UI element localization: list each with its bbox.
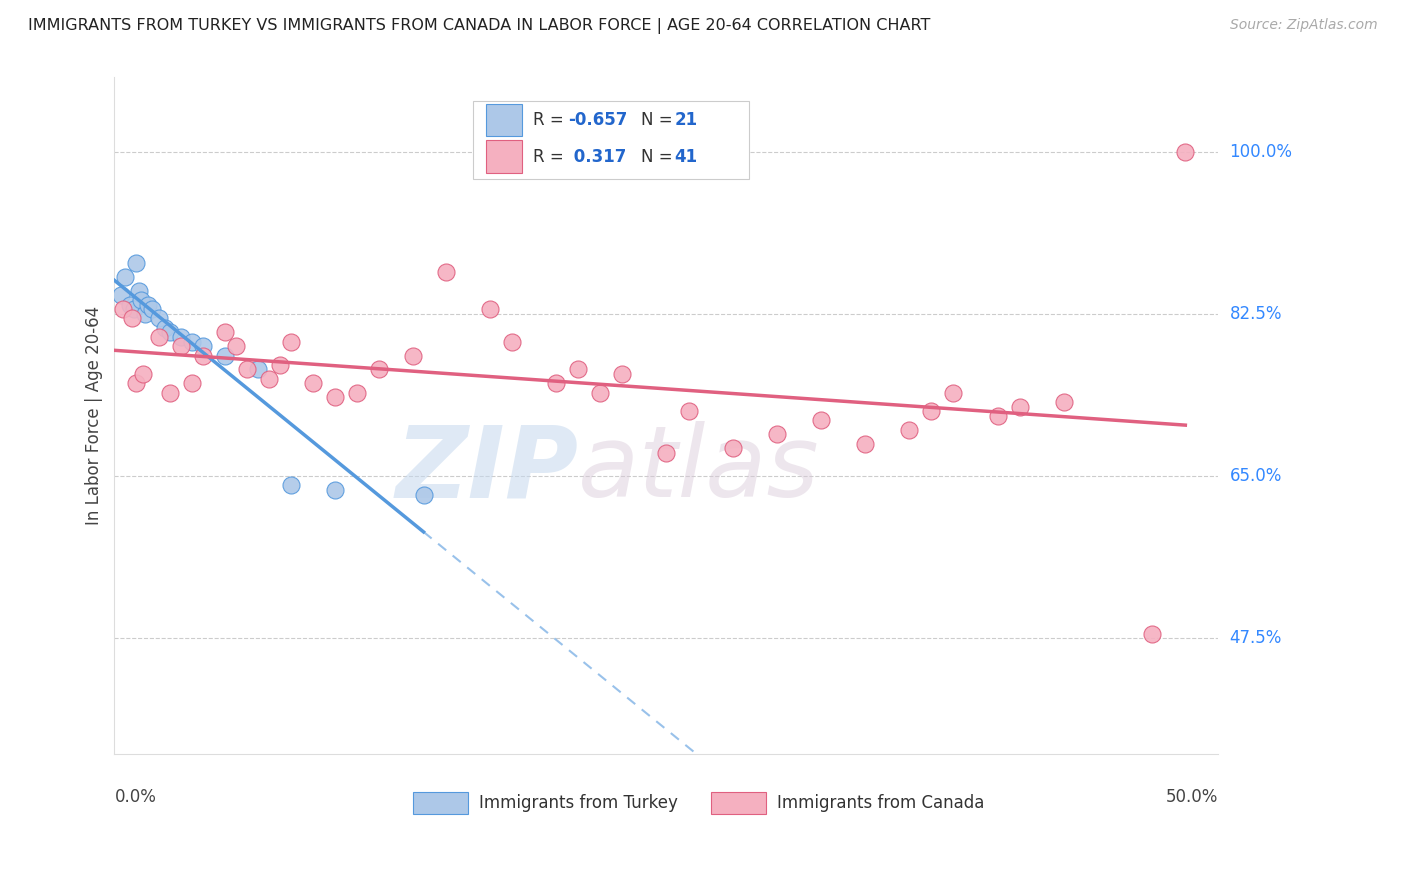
Point bbox=[153, 320, 176, 334]
Text: atlas: atlas bbox=[578, 421, 820, 518]
Point bbox=[128, 284, 150, 298]
Text: 0.317: 0.317 bbox=[568, 147, 627, 166]
Point bbox=[346, 385, 368, 400]
Text: 100.0%: 100.0% bbox=[1230, 143, 1292, 161]
Point bbox=[1174, 145, 1197, 159]
Point bbox=[191, 339, 214, 353]
Text: 21: 21 bbox=[673, 112, 697, 129]
Point bbox=[214, 326, 236, 340]
Point bbox=[148, 330, 170, 344]
Text: IMMIGRANTS FROM TURKEY VS IMMIGRANTS FROM CANADA IN LABOR FORCE | AGE 20-64 CORR: IMMIGRANTS FROM TURKEY VS IMMIGRANTS FRO… bbox=[28, 18, 931, 34]
Text: 47.5%: 47.5% bbox=[1230, 629, 1282, 648]
Text: Source: ZipAtlas.com: Source: ZipAtlas.com bbox=[1230, 18, 1378, 32]
Point bbox=[257, 372, 280, 386]
Bar bbox=[710, 792, 766, 814]
Point bbox=[129, 293, 152, 307]
Point bbox=[678, 404, 700, 418]
Point bbox=[810, 413, 832, 427]
Point bbox=[191, 349, 214, 363]
Point bbox=[110, 288, 132, 302]
Point bbox=[112, 302, 135, 317]
Text: 50.0%: 50.0% bbox=[1166, 788, 1219, 806]
Text: N =: N = bbox=[641, 147, 678, 166]
Point bbox=[141, 302, 163, 317]
Point bbox=[434, 265, 457, 279]
Text: 65.0%: 65.0% bbox=[1230, 467, 1282, 485]
Point bbox=[114, 269, 136, 284]
Point bbox=[501, 334, 523, 349]
Point bbox=[544, 376, 567, 391]
Point bbox=[302, 376, 325, 391]
Point bbox=[121, 311, 143, 326]
Text: N =: N = bbox=[641, 112, 678, 129]
Point bbox=[920, 404, 942, 418]
Bar bbox=[486, 103, 522, 136]
Point bbox=[180, 334, 202, 349]
Point bbox=[134, 307, 156, 321]
Point bbox=[136, 297, 159, 311]
Text: -0.657: -0.657 bbox=[568, 112, 627, 129]
Point bbox=[853, 436, 876, 450]
Point bbox=[180, 376, 202, 391]
Point bbox=[1142, 626, 1164, 640]
Point bbox=[942, 385, 965, 400]
Point bbox=[236, 362, 259, 376]
Text: Immigrants from Turkey: Immigrants from Turkey bbox=[479, 794, 678, 812]
Text: 41: 41 bbox=[673, 147, 697, 166]
Text: 82.5%: 82.5% bbox=[1230, 305, 1282, 323]
Point bbox=[766, 427, 789, 442]
Point bbox=[125, 256, 148, 270]
Bar bbox=[412, 792, 468, 814]
Point bbox=[401, 349, 423, 363]
Point bbox=[280, 478, 302, 492]
Point bbox=[368, 362, 391, 376]
Point bbox=[898, 423, 921, 437]
Point bbox=[269, 358, 291, 372]
Point bbox=[246, 362, 269, 376]
Point bbox=[987, 409, 1010, 423]
Point bbox=[148, 311, 170, 326]
Point bbox=[1053, 395, 1076, 409]
Point bbox=[721, 441, 744, 455]
Point bbox=[214, 349, 236, 363]
Point bbox=[159, 326, 181, 340]
Text: R =: R = bbox=[533, 147, 569, 166]
Point bbox=[589, 385, 612, 400]
Point bbox=[132, 367, 155, 381]
Y-axis label: In Labor Force | Age 20-64: In Labor Force | Age 20-64 bbox=[86, 306, 103, 525]
Point bbox=[412, 487, 434, 501]
Point bbox=[612, 367, 634, 381]
Bar bbox=[486, 140, 522, 173]
Text: 0.0%: 0.0% bbox=[114, 788, 156, 806]
FancyBboxPatch shape bbox=[474, 101, 749, 179]
Point bbox=[323, 390, 346, 404]
Text: ZIP: ZIP bbox=[395, 421, 578, 518]
Point bbox=[124, 302, 146, 317]
Point bbox=[655, 446, 678, 460]
Point bbox=[118, 297, 141, 311]
Point bbox=[567, 362, 589, 376]
Point bbox=[323, 483, 346, 497]
Text: R =: R = bbox=[533, 112, 569, 129]
Point bbox=[280, 334, 302, 349]
Point bbox=[159, 385, 181, 400]
Point bbox=[225, 339, 247, 353]
Text: Immigrants from Canada: Immigrants from Canada bbox=[778, 794, 984, 812]
Point bbox=[169, 330, 191, 344]
Point bbox=[169, 339, 191, 353]
Point bbox=[1008, 400, 1031, 414]
Point bbox=[125, 376, 148, 391]
Point bbox=[478, 302, 501, 317]
